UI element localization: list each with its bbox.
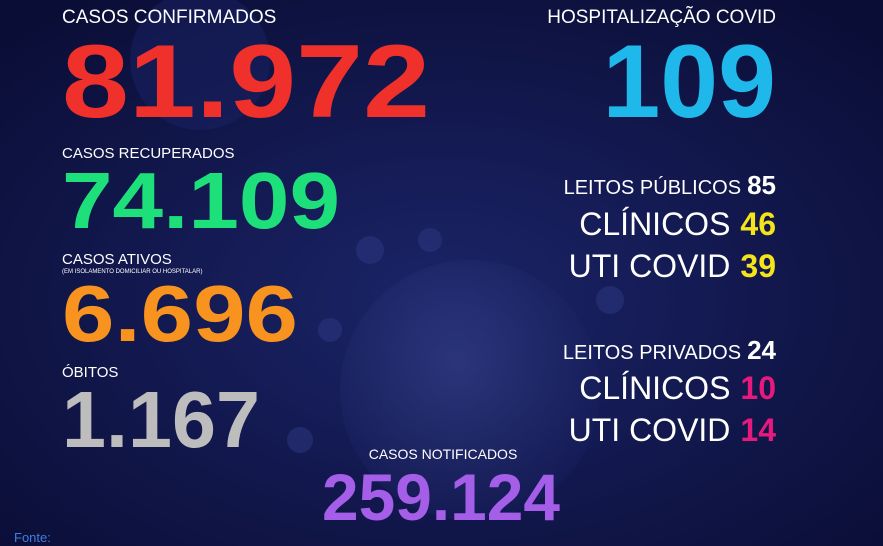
label: UTI COVID <box>569 412 731 448</box>
label: HOSPITALIZAÇÃO COVID <box>547 6 776 28</box>
label: CASOS NOTIFICADOS <box>369 446 518 462</box>
value: 74.109 <box>62 156 340 245</box>
value: 81.972 <box>62 24 430 140</box>
value: 46 <box>740 206 776 242</box>
value: 85 <box>747 170 776 200</box>
value: 39 <box>740 248 776 284</box>
row: LEITOS PÚBLICOS 85 <box>564 170 776 200</box>
source: Fonte: <box>14 530 51 545</box>
value: 14 <box>740 412 776 448</box>
value: 259.124 <box>322 460 560 534</box>
row: UTI COVID 39 <box>569 248 776 284</box>
value: 6.696 <box>62 269 298 358</box>
row: CLÍNICOS 10 <box>579 370 776 406</box>
label: CLÍNICOS <box>579 370 730 406</box>
label: CASOS ATIVOS <box>62 251 172 268</box>
label: UTI COVID <box>569 248 731 284</box>
label: CASOS RECUPERADOS <box>62 145 235 162</box>
note: (EM ISOLAMENTO DOMICILIAR OU HOSPITALAR) <box>62 269 202 275</box>
value: 1.167 <box>62 375 260 464</box>
label: LEITOS PÚBLICOS <box>564 176 741 199</box>
value: 10 <box>740 370 776 406</box>
label: CASOS CONFIRMADOS <box>62 7 276 28</box>
value: 24 <box>747 335 776 365</box>
virus-illustration <box>130 0 624 520</box>
label: LEITOS PRIVADOS <box>563 342 741 364</box>
row: CLÍNICOS 46 <box>579 206 776 242</box>
label: ÓBITOS <box>62 364 118 381</box>
label: CLÍNICOS <box>579 206 730 242</box>
row: LEITOS PRIVADOS 24 <box>563 335 777 365</box>
value: 109 <box>602 24 776 140</box>
row: UTI COVID 14 <box>569 412 777 448</box>
